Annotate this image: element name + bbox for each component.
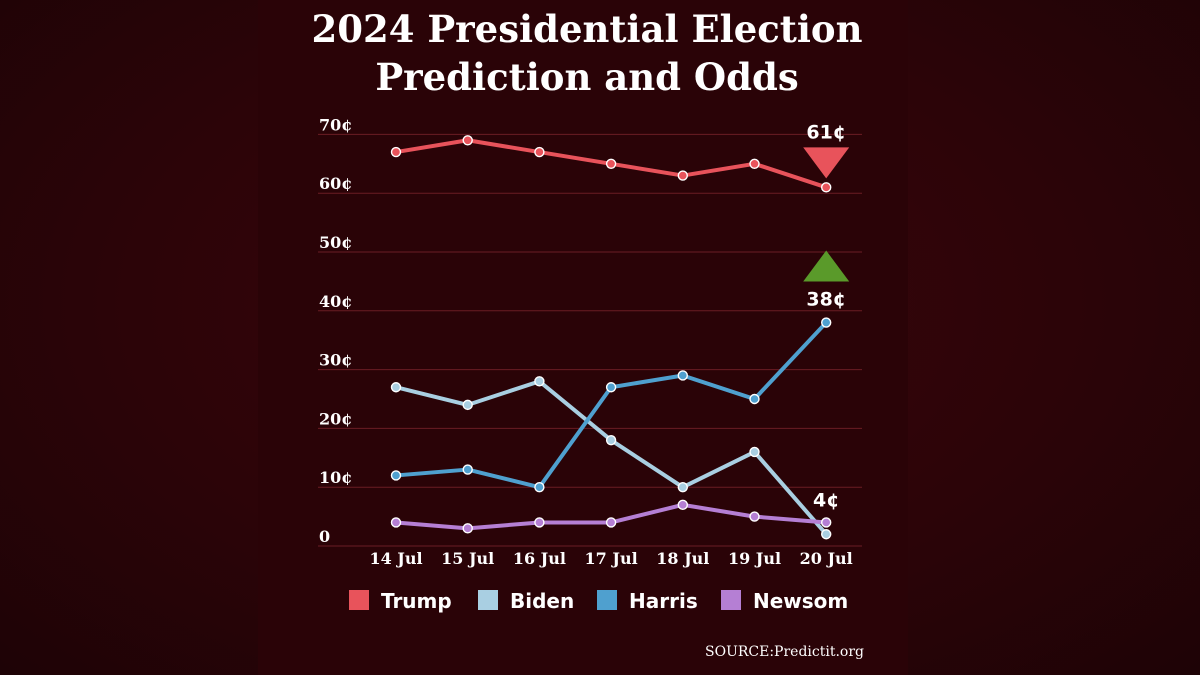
trend-up-icon <box>803 250 850 282</box>
data-point-newsom <box>605 517 617 528</box>
x-tick-label: 19 Jul <box>728 549 781 568</box>
data-point-trump <box>462 135 473 146</box>
data-point-harris <box>390 470 402 481</box>
y-tick-label: 60¢ <box>319 174 352 193</box>
x-tick-label: 17 Jul <box>585 549 638 568</box>
series-line-biden <box>394 379 829 537</box>
x-tick-label: 16 Jul <box>513 549 566 568</box>
data-point-trump <box>390 146 402 158</box>
y-tick-label: 40¢ <box>319 292 352 311</box>
source-note: SOURCE:Predictit.org <box>705 644 864 660</box>
end-label-newsom: 4¢ <box>813 489 839 511</box>
data-point-newsom <box>677 499 688 511</box>
data-point-biden <box>821 529 832 540</box>
data-point-trump <box>534 146 545 158</box>
chart-panel <box>258 0 908 675</box>
data-point-biden <box>749 446 760 458</box>
data-point-newsom <box>462 523 473 534</box>
legend-label-trump: Trump <box>381 589 452 613</box>
legend-swatch-biden <box>478 590 498 610</box>
data-point-harris <box>821 317 832 328</box>
trend-down-icon <box>803 147 850 179</box>
data-point-newsom <box>821 517 832 528</box>
x-tick-label: 20 Jul <box>800 549 853 568</box>
y-tick-label: 10¢ <box>319 468 352 487</box>
data-point-newsom <box>749 511 760 522</box>
x-tick-label: 18 Jul <box>656 549 709 568</box>
legend-label-harris: Harris <box>629 589 698 613</box>
data-point-newsom <box>534 517 545 528</box>
data-point-biden <box>605 434 617 446</box>
data-point-biden <box>390 382 402 393</box>
data-point-harris <box>462 464 473 475</box>
data-point-harris <box>605 382 617 393</box>
y-tick-label: 0 <box>319 527 330 546</box>
x-tick-label: 15 Jul <box>441 549 494 568</box>
y-tick-label: 50¢ <box>319 233 352 252</box>
legend-label-biden: Biden <box>510 589 574 613</box>
data-point-trump <box>821 182 832 193</box>
annotations: 61¢ 38¢ 4¢ <box>803 121 850 511</box>
data-point-harris <box>534 482 545 493</box>
chart-title-line-1: 2024 Presidential Election <box>311 7 862 51</box>
legend: Trump Biden Harris Newsom <box>349 589 848 613</box>
y-axis-ticks: 0 10¢ 20¢ 30¢ 40¢ 50¢ 60¢ 70¢ <box>319 115 352 546</box>
grid-lines <box>318 133 862 547</box>
data-point-harris <box>677 370 688 381</box>
x-axis-ticks: 14 Jul 15 Jul 16 Jul 17 Jul 18 Jul 19 Jul 20 J… <box>369 549 852 568</box>
data-point-biden <box>677 482 688 493</box>
legend-swatch-trump <box>349 590 369 610</box>
legend-label-newsom: Newsom <box>753 589 848 613</box>
data-point-harris <box>749 393 760 405</box>
data-point-trump <box>605 158 617 170</box>
legend-swatch-harris <box>597 590 617 610</box>
y-tick-label: 30¢ <box>319 351 352 370</box>
data-point-biden <box>534 376 545 387</box>
series-lines <box>390 135 832 540</box>
x-tick-label: 14 Jul <box>369 549 422 568</box>
y-tick-label: 70¢ <box>319 115 352 134</box>
data-point-trump <box>677 170 688 181</box>
y-tick-label: 20¢ <box>319 409 352 428</box>
data-point-biden <box>462 399 473 411</box>
data-point-newsom <box>390 517 402 528</box>
end-label-harris: 38¢ <box>806 289 846 311</box>
legend-swatch-newsom <box>721 590 741 610</box>
chart-title-line-2: Prediction and Odds <box>375 55 798 99</box>
end-label-trump: 61¢ <box>806 121 846 143</box>
data-point-trump <box>749 158 760 170</box>
